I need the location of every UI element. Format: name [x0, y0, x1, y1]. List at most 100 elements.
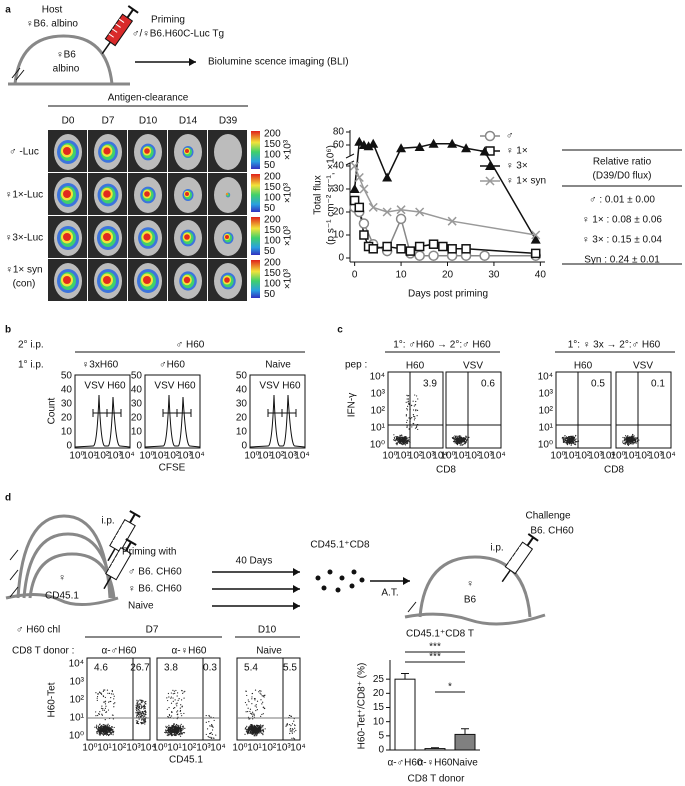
dot	[176, 695, 178, 697]
y-tick-label: 10⁴	[370, 372, 385, 383]
dot	[249, 712, 252, 714]
dot	[401, 439, 403, 441]
percent: 0.6	[481, 379, 495, 390]
dot	[456, 437, 458, 440]
y-tick-label: 10³	[70, 677, 85, 688]
dot	[205, 733, 207, 736]
dot	[136, 701, 138, 703]
dot	[104, 689, 106, 691]
dot	[249, 726, 251, 729]
y-tick-label: 30	[131, 399, 143, 410]
rule	[9, 549, 19, 561]
dot	[178, 734, 180, 736]
y-tick-label: 0	[136, 441, 142, 452]
dot	[182, 726, 184, 729]
scale-tick: 200	[264, 258, 281, 269]
dot	[291, 728, 293, 730]
peptide-label: H60	[406, 361, 425, 372]
marker	[349, 184, 360, 193]
dot	[251, 696, 253, 698]
dot	[396, 442, 398, 444]
y-tick-label: 20	[236, 413, 248, 424]
dot	[457, 439, 459, 441]
ratio: ♀ 1× : 0.08 ± 0.06	[582, 215, 662, 226]
dot	[624, 435, 627, 437]
y-axis-label: H60-Tet	[47, 682, 58, 717]
dot	[103, 729, 105, 731]
y-tick-label: 40	[131, 385, 143, 396]
dot	[635, 439, 637, 441]
dot	[255, 733, 257, 735]
dot	[461, 437, 463, 439]
dot	[292, 737, 295, 739]
dot	[100, 727, 102, 729]
dot	[251, 698, 253, 700]
cell	[327, 569, 333, 575]
dot	[458, 436, 460, 438]
dot	[400, 434, 403, 436]
dot	[394, 439, 396, 442]
signal	[63, 190, 71, 198]
dot	[172, 689, 174, 691]
dot	[454, 440, 456, 442]
dot	[111, 730, 114, 732]
dot	[137, 704, 139, 706]
dot	[95, 692, 97, 694]
dot	[106, 725, 108, 727]
dot	[457, 435, 459, 437]
dot	[135, 707, 138, 710]
dot	[293, 731, 295, 733]
dot	[174, 707, 176, 709]
dot	[102, 728, 104, 730]
dot	[168, 724, 170, 726]
y-tick-label: 10¹	[70, 713, 85, 724]
dot	[207, 735, 209, 738]
syringe-part	[118, 18, 125, 23]
row-label: ♂ -Luc	[9, 147, 39, 158]
scale-tick: 100	[264, 279, 281, 290]
x-tick-label: 10⁴	[119, 451, 134, 462]
dot	[290, 715, 293, 717]
dot	[176, 711, 178, 713]
dot	[460, 435, 462, 437]
scale-tick: 100	[264, 150, 281, 161]
dot	[166, 734, 168, 736]
dot	[415, 409, 417, 411]
scale-tick: 100	[264, 193, 281, 204]
dot	[415, 410, 417, 412]
bli: Biolumine scence imaging (BLI)	[208, 57, 349, 68]
dot	[102, 727, 105, 729]
dot	[249, 708, 252, 710]
scale-unit: ×10³	[283, 225, 294, 246]
dot	[259, 724, 262, 726]
dot	[254, 735, 256, 737]
percent: 0.1	[651, 379, 665, 390]
dot	[112, 734, 114, 736]
row-label: ♀3×-Luc	[5, 233, 43, 244]
panel-label: a	[5, 5, 11, 16]
x-tick-label: 10⁴	[490, 451, 505, 462]
dot	[626, 443, 629, 446]
dot	[172, 730, 174, 732]
dot	[144, 706, 146, 708]
dot	[173, 732, 176, 734]
x-axis-label: CD8	[436, 465, 456, 476]
legend-label: ♂	[506, 131, 514, 142]
dot	[465, 435, 467, 437]
dot	[136, 703, 138, 705]
panel-label: d	[5, 493, 11, 504]
dot	[103, 701, 105, 703]
y-axis-label: Count	[47, 397, 58, 424]
x-tick-label: 10¹	[623, 451, 638, 462]
dot	[137, 712, 140, 714]
dot	[169, 732, 171, 735]
dot	[246, 704, 248, 706]
dot	[245, 727, 247, 729]
dot	[176, 731, 178, 733]
dot	[178, 730, 180, 732]
dot	[145, 721, 147, 723]
dot	[141, 716, 143, 718]
dot	[180, 733, 182, 735]
dot	[399, 437, 401, 439]
x-tick-label: 10²	[95, 451, 110, 462]
